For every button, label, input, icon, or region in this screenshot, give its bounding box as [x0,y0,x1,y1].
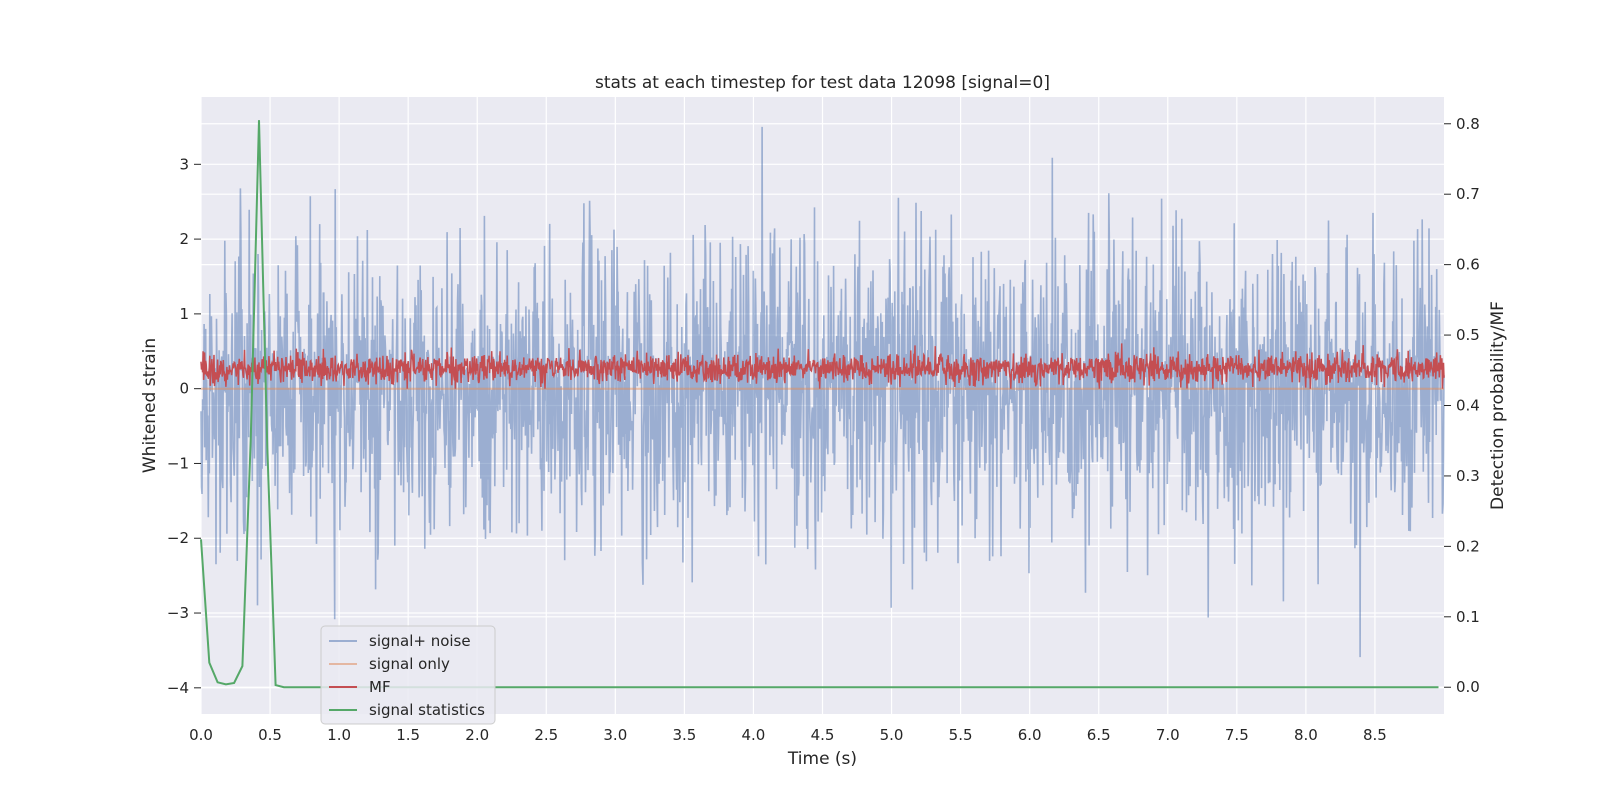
x-tick-label: 3.0 [603,726,627,744]
x-tick-label: 5.5 [949,726,973,744]
x-tick-label: 0.5 [258,726,282,744]
legend-box [320,625,496,725]
y2-tick-label: 0.8 [1456,115,1480,133]
chart-title: stats at each timestep for test data 120… [595,73,1050,93]
x-tick-label: 2.0 [465,726,489,744]
y2-tick-label: 0.2 [1456,537,1480,555]
y2-tick-label: 0.6 [1456,256,1480,274]
x-tick-label: 2.5 [534,726,558,744]
x-tick-label: 8.5 [1363,726,1387,744]
x-tick-label: 6.5 [1087,726,1111,744]
series-signal-statistics-line [200,120,1439,689]
x-tick-label: 1.0 [327,726,351,744]
legend-label: signal statistics [369,701,485,719]
x-tick-label: 7.5 [1225,726,1249,744]
x-tick-label: 1.5 [396,726,420,744]
y-tick-label: 0 [179,380,189,398]
y2-tick-label: 0.4 [1456,397,1480,415]
legend-label: signal only [369,655,450,673]
x-tick-label: 3.5 [672,726,696,744]
y-tick-label: −4 [167,679,189,697]
x-axis: 0.0 0.5 1.0 1.5 2.0 2.5 3.0 3.5 4.0 4.5 5.0 5.5 6.0 6… [189,726,1387,744]
x-tick-label: 4.0 [742,726,766,744]
y-tick-label: 3 [179,155,189,173]
y2-tick-label: 0.0 [1456,678,1480,696]
x-tick-label: 8.0 [1294,726,1318,744]
y-axis-right: 0.0 0.1 0.2 0.3 0.4 0.5 0.6 0.7 0.8 [1444,115,1480,696]
series-signal-noise-line [200,126,1445,658]
x-axis-label: Time (s) [787,749,857,769]
y-axis-label: Whitened strain [140,338,160,473]
legend: signal+ noise signal only MF signal statist… [320,625,496,725]
x-tick-label: 7.0 [1156,726,1180,744]
x-tick-label: 5.0 [880,726,904,744]
legend-label: signal+ noise [369,632,471,650]
series-layer [200,120,1445,689]
x-tick-label: 6.0 [1018,726,1042,744]
series-mf-line [200,343,1445,389]
x-tick-label: 0.0 [189,726,213,744]
y-tick-label: −2 [167,529,189,547]
y-tick-label: −1 [167,454,189,472]
y2-axis-label: Detection probability/MF [1488,301,1508,510]
y2-tick-label: 0.7 [1456,185,1480,203]
y-axis-left: −4 −3 −2 −1 0 1 2 3 [167,155,201,697]
y2-tick-label: 0.3 [1456,467,1480,485]
x-tick-label: 4.5 [811,726,835,744]
y2-tick-label: 0.1 [1456,608,1480,626]
y-tick-label: 1 [179,305,189,323]
y-tick-label: −3 [167,604,189,622]
y2-tick-label: 0.5 [1456,326,1480,344]
legend-label: MF [369,678,391,696]
y-tick-label: 2 [179,230,189,248]
